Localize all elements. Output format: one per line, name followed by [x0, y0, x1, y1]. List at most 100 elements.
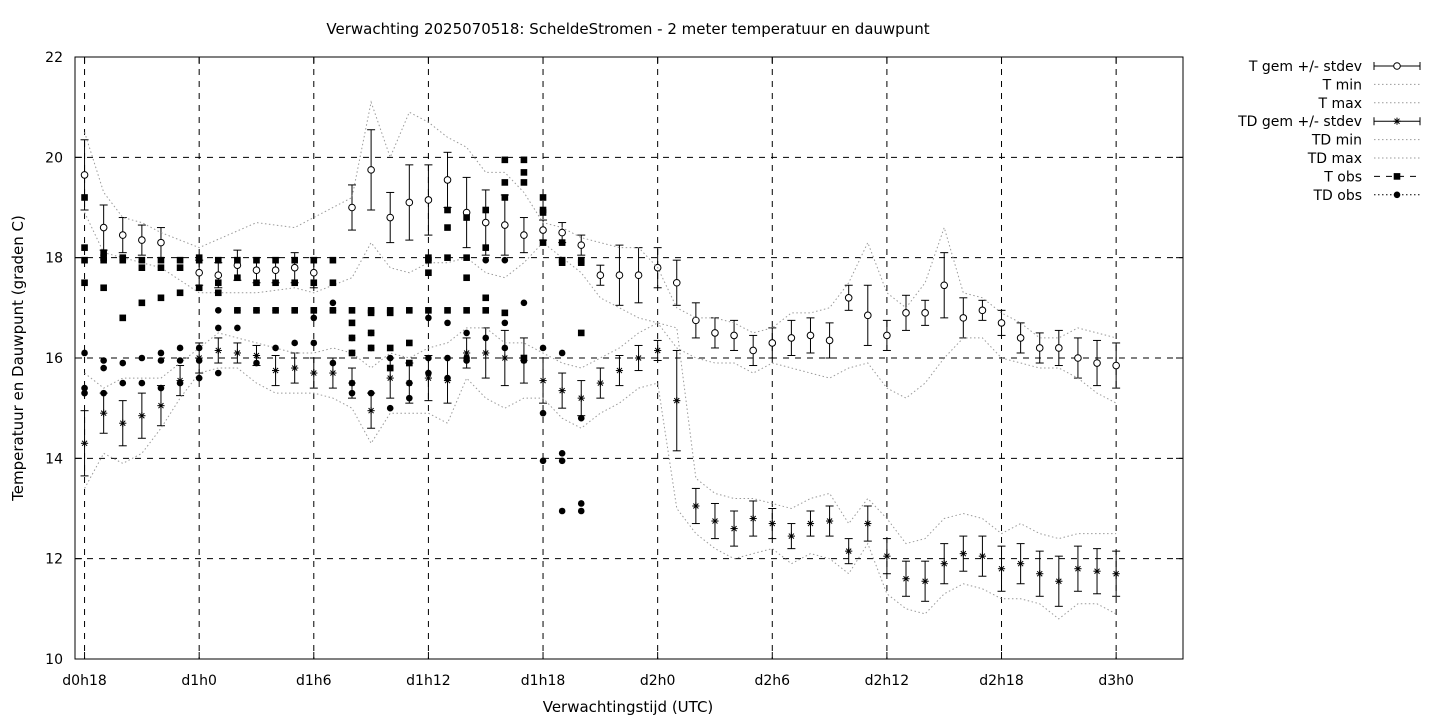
data-point	[214, 307, 222, 314]
data-point	[634, 271, 643, 280]
data-point	[214, 346, 222, 355]
data-point	[138, 264, 146, 271]
data-point	[329, 279, 337, 287]
data-point	[291, 364, 299, 372]
data-point	[444, 374, 451, 382]
data-point	[539, 344, 547, 352]
data-point	[290, 263, 299, 272]
data-point	[444, 319, 451, 327]
data-point	[386, 309, 394, 317]
data-point	[577, 394, 585, 402]
data-point	[806, 331, 815, 340]
data-point	[730, 331, 738, 340]
data-point	[539, 457, 547, 465]
data-point	[520, 299, 528, 307]
y-tick-label: 12	[45, 552, 63, 568]
data-point	[615, 366, 624, 375]
data-point	[291, 307, 298, 314]
legend-item: TD max	[1307, 151, 1420, 167]
data-point	[596, 271, 605, 280]
data-point	[406, 394, 413, 402]
data-point	[1055, 577, 1063, 585]
legend-item: T min	[1322, 77, 1420, 93]
data-point	[329, 299, 337, 307]
data-point	[100, 364, 107, 372]
data-point	[386, 344, 394, 352]
data-point	[921, 577, 929, 585]
data-point	[577, 414, 585, 422]
data-point	[577, 259, 585, 266]
data-point	[902, 309, 910, 317]
data-point	[406, 359, 413, 367]
data-point	[520, 231, 528, 239]
data-point	[615, 271, 624, 280]
data-point	[444, 307, 451, 314]
data-point	[81, 256, 88, 264]
data-point	[406, 307, 413, 314]
data-point	[1393, 117, 1401, 125]
data-point	[195, 256, 203, 264]
data-point	[558, 259, 566, 266]
data-point	[845, 547, 853, 555]
data-point	[539, 409, 547, 417]
data-point	[482, 206, 490, 214]
data-point	[501, 221, 509, 229]
data-point	[119, 359, 127, 367]
data-point	[806, 519, 815, 528]
legend-item: T gem +/- stdev	[1248, 59, 1421, 75]
data-point	[348, 203, 356, 212]
data-point	[501, 319, 509, 327]
data-point	[386, 404, 394, 412]
data-point	[348, 349, 356, 357]
legend-item: T obs	[1323, 169, 1420, 185]
data-point	[768, 519, 776, 528]
data-point	[863, 311, 872, 320]
series-line	[84, 322, 1117, 545]
data-point	[768, 339, 777, 347]
data-point	[481, 218, 490, 227]
legend-item: TD gem +/- stdev	[1237, 114, 1421, 130]
data-point	[463, 214, 470, 221]
data-point	[348, 307, 356, 314]
data-point	[654, 346, 662, 355]
data-point	[195, 344, 203, 352]
x-tick-label: d2h0	[640, 673, 676, 689]
legend-label: T min	[1322, 77, 1362, 93]
data-point	[1112, 570, 1120, 578]
data-point	[902, 575, 910, 583]
data-point	[558, 507, 566, 515]
data-point	[271, 266, 280, 275]
data-point	[883, 331, 891, 340]
data-point	[234, 274, 241, 282]
y-axis-label: Temperatuur en Dauwpunt (graden C)	[9, 215, 27, 502]
data-point	[825, 336, 834, 345]
data-point	[100, 256, 107, 264]
legend-label: TD gem +/- stdev	[1237, 114, 1362, 130]
data-point	[978, 552, 987, 560]
data-point	[195, 374, 203, 382]
data-point	[119, 256, 127, 264]
data-point	[577, 500, 585, 507]
data-point	[195, 268, 203, 277]
data-point	[501, 344, 509, 352]
data-point	[367, 407, 375, 415]
data-point	[444, 254, 451, 261]
x-tick-label: d2h12	[865, 673, 909, 689]
data-point	[234, 256, 241, 264]
data-point	[1074, 565, 1082, 573]
data-point	[118, 231, 127, 239]
series-line	[84, 212, 1117, 404]
data-point	[558, 387, 566, 395]
data-point	[119, 379, 127, 387]
data-point	[310, 369, 318, 377]
data-point	[348, 319, 356, 327]
y-tick-label: 10	[45, 652, 63, 668]
data-point	[176, 344, 184, 352]
data-point	[520, 179, 528, 186]
data-point	[81, 349, 88, 357]
data-point	[234, 324, 241, 332]
data-point	[176, 256, 184, 264]
data-point	[329, 256, 337, 264]
data-point	[367, 389, 375, 397]
data-point	[272, 344, 279, 352]
